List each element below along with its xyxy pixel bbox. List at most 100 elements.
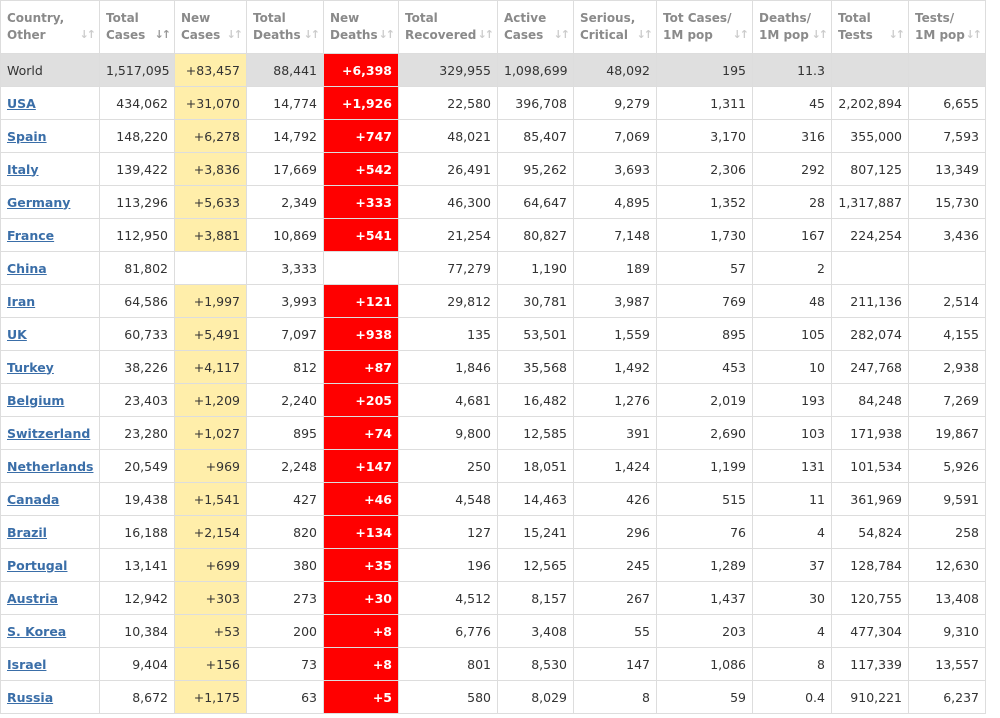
- cell: 1,424: [573, 449, 657, 483]
- cell: 515: [656, 482, 753, 516]
- cell: 7,148: [573, 218, 657, 252]
- country-link[interactable]: Russia: [7, 689, 54, 705]
- column-header[interactable]: Total Tests: [831, 0, 909, 54]
- country-row: Germany 113,296 +5,633 2,349 +333 46,300 64,64…: [0, 185, 986, 219]
- cell: 3,993: [246, 284, 324, 318]
- header-text: Cases: [504, 28, 544, 42]
- cell: [831, 53, 909, 87]
- cell: +5: [323, 680, 399, 714]
- country-row: Switzerland 23,280 +1,027 895 +74 9,800 12,585…: [0, 416, 986, 450]
- cell: 224,254: [831, 218, 909, 252]
- cell: 477,304: [831, 614, 909, 648]
- column-header[interactable]: Deaths/1M pop: [752, 0, 832, 54]
- column-header[interactable]: Serious, Critical: [573, 0, 657, 54]
- cell: +147: [323, 449, 399, 483]
- country-link[interactable]: Austria: [7, 590, 58, 606]
- cell: 211,136: [831, 284, 909, 318]
- cell: 128,784: [831, 548, 909, 582]
- cell: +3,836: [174, 152, 247, 186]
- cell: 14,463: [497, 482, 574, 516]
- cell: +5,633: [174, 185, 247, 219]
- cell: 10: [752, 350, 832, 384]
- column-header[interactable]: Tests/1M pop: [908, 0, 986, 54]
- country-link[interactable]: Netherlands: [7, 458, 94, 474]
- column-header[interactable]: Total Deaths: [246, 0, 324, 54]
- cell: 23,280: [99, 416, 175, 450]
- column-header[interactable]: Total Recovered: [398, 0, 498, 54]
- cell: Portugal: [0, 548, 100, 582]
- country-link[interactable]: Iran: [7, 293, 36, 309]
- country-link[interactable]: Switzerland: [7, 425, 91, 441]
- country-row: Russia 8,672 +1,175 63 +5 580 8,029 8 59 0.4 910,2…: [0, 680, 986, 714]
- cell: +6,278: [174, 119, 247, 153]
- cell: 3,333: [246, 251, 324, 285]
- cell: 1,199: [656, 449, 753, 483]
- column-header[interactable]: Country, Other: [0, 0, 100, 54]
- cell: 131: [752, 449, 832, 483]
- cell: 380: [246, 548, 324, 582]
- country-link[interactable]: Israel: [7, 656, 47, 672]
- column-header[interactable]: Tot Cases/1M pop: [656, 0, 753, 54]
- country-link[interactable]: Canada: [7, 491, 60, 507]
- cell: 3,170: [656, 119, 753, 153]
- cell: +121: [323, 284, 399, 318]
- cell: +6,398: [323, 53, 399, 87]
- cell: Austria: [0, 581, 100, 615]
- column-header[interactable]: Total Cases: [99, 0, 175, 54]
- cell: 57: [656, 251, 753, 285]
- cell: +1,175: [174, 680, 247, 714]
- cell: 37: [752, 548, 832, 582]
- cell: 453: [656, 350, 753, 384]
- country-link[interactable]: Italy: [7, 161, 39, 177]
- cell: +83,457: [174, 53, 247, 87]
- header-text: Cases: [181, 28, 221, 42]
- cell: 54,824: [831, 515, 909, 549]
- cell: +156: [174, 647, 247, 681]
- country-link[interactable]: S. Korea: [7, 623, 67, 639]
- cell: 200: [246, 614, 324, 648]
- country-link[interactable]: Germany: [7, 194, 71, 210]
- country-link[interactable]: China: [7, 260, 47, 276]
- header-text: 1M pop: [663, 28, 713, 42]
- country-row: S. Korea 10,384 +53 200 +8 6,776 3,408 55 203 4 47…: [0, 614, 986, 648]
- header-text: Tests: [838, 28, 873, 42]
- country-link[interactable]: UK: [7, 326, 27, 342]
- cell: 267: [573, 581, 657, 615]
- cell: 81,802: [99, 251, 175, 285]
- table-header: Country, Other Total Cases New Cases Total Deat…: [0, 0, 986, 54]
- country-link[interactable]: Brazil: [7, 524, 47, 540]
- cell: 48,092: [573, 53, 657, 87]
- header-text: 1M pop: [915, 28, 965, 42]
- cell: 203: [656, 614, 753, 648]
- cell: 193: [752, 383, 832, 417]
- column-header[interactable]: Active Cases: [497, 0, 574, 54]
- table-body: World 1,517,095 +83,457 88,441 +6,398 329,955…: [0, 53, 986, 714]
- country-link[interactable]: France: [7, 227, 55, 243]
- cell: +938: [323, 317, 399, 351]
- cell: 355,000: [831, 119, 909, 153]
- cell: 147: [573, 647, 657, 681]
- cell: 292: [752, 152, 832, 186]
- cell: 9,800: [398, 416, 498, 450]
- header-text: 1M pop: [759, 28, 809, 42]
- country-link[interactable]: Turkey: [7, 359, 54, 375]
- country-link[interactable]: Belgium: [7, 392, 65, 408]
- country-link[interactable]: Portugal: [7, 557, 68, 573]
- column-header[interactable]: New Cases: [174, 0, 247, 54]
- cell: 7,269: [908, 383, 986, 417]
- cell: 29,812: [398, 284, 498, 318]
- cell: 316: [752, 119, 832, 153]
- cell: Turkey: [0, 350, 100, 384]
- cell: 1,317,887: [831, 185, 909, 219]
- cell: Netherlands: [0, 449, 100, 483]
- header-text: New: [330, 11, 360, 25]
- cell: 64,647: [497, 185, 574, 219]
- country-link[interactable]: USA: [7, 95, 36, 111]
- column-header[interactable]: New Deaths: [323, 0, 399, 54]
- cell: 14,774: [246, 86, 324, 120]
- country-link[interactable]: Spain: [7, 128, 47, 144]
- cell: 2,202,894: [831, 86, 909, 120]
- header-text: Active: [504, 11, 547, 25]
- cell: 8,530: [497, 647, 574, 681]
- cell: +31,070: [174, 86, 247, 120]
